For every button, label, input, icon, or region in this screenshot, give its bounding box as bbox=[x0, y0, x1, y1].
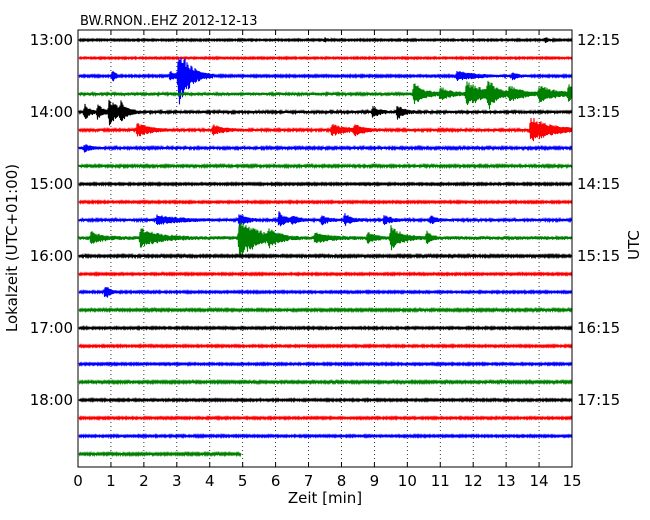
left-tick-label: 17:00 bbox=[30, 319, 73, 337]
right-axis-ticks: 12:15 13:15 14:15 15:15 16:15 17:15 bbox=[567, 31, 620, 409]
right-tick-label: 15:15 bbox=[577, 247, 620, 265]
trace-1530 bbox=[78, 211, 573, 228]
x-axis-label: Zeit [min] bbox=[288, 489, 362, 507]
right-tick-label: 16:15 bbox=[577, 319, 620, 337]
x-tick-label: 9 bbox=[370, 472, 380, 490]
trace-1415 bbox=[78, 117, 573, 142]
trace-1715 bbox=[78, 342, 573, 350]
trace-1400 bbox=[78, 99, 573, 126]
trace-1745 bbox=[78, 378, 573, 386]
x-tick-label: 8 bbox=[337, 472, 347, 490]
left-axis-ticks: 13:00 14:00 15:00 16:00 17:00 18:00 bbox=[30, 31, 83, 409]
chart-title: BW.RNON..EHZ 2012-12-13 bbox=[80, 14, 258, 29]
trace-1645 bbox=[78, 306, 573, 314]
x-tick-label: 14 bbox=[530, 472, 549, 490]
x-tick-label: 0 bbox=[73, 472, 83, 490]
trace-1330 bbox=[78, 57, 573, 105]
x-tick-label: 10 bbox=[398, 472, 417, 490]
left-tick-label: 16:00 bbox=[30, 247, 73, 265]
x-tick-label: 1 bbox=[106, 472, 116, 490]
vertical-grid bbox=[110, 30, 540, 467]
left-tick-label: 15:00 bbox=[30, 175, 73, 193]
x-tick-label: 6 bbox=[271, 472, 281, 490]
seismic-traces bbox=[78, 36, 573, 458]
trace-1730 bbox=[78, 360, 573, 368]
x-tick-label: 4 bbox=[205, 472, 215, 490]
trace-1630 bbox=[78, 287, 573, 298]
y-axis-label-right: UTC bbox=[625, 230, 643, 260]
x-tick-label: 2 bbox=[139, 472, 149, 490]
x-tick-label: 13 bbox=[497, 472, 516, 490]
x-tick-label: 12 bbox=[464, 472, 483, 490]
trace-1815 bbox=[78, 414, 573, 422]
right-tick-label: 12:15 bbox=[577, 31, 620, 49]
x-tick-label: 15 bbox=[562, 472, 581, 490]
trace-1300 bbox=[78, 36, 573, 44]
plot-frame bbox=[77, 29, 573, 468]
right-tick-label: 13:15 bbox=[577, 103, 620, 121]
trace-1615 bbox=[78, 270, 573, 278]
trace-1430 bbox=[78, 144, 573, 153]
trace-1700 bbox=[78, 324, 573, 332]
trace-1445 bbox=[78, 162, 573, 170]
left-tick-label: 18:00 bbox=[30, 391, 73, 409]
trace-1515 bbox=[78, 198, 573, 206]
x-tick-label: 7 bbox=[304, 472, 314, 490]
right-tick-label: 14:15 bbox=[577, 175, 620, 193]
right-tick-label: 17:15 bbox=[577, 391, 620, 409]
trace-1600 bbox=[78, 252, 573, 260]
y-axis-label-left: Lokalzeit (UTC+01:00) bbox=[3, 164, 21, 332]
left-tick-label: 14:00 bbox=[30, 103, 73, 121]
trace-1830 bbox=[78, 432, 573, 440]
x-tick-label: 5 bbox=[238, 472, 248, 490]
left-tick-label: 13:00 bbox=[30, 31, 73, 49]
trace-1315 bbox=[78, 55, 573, 61]
x-tick-label: 11 bbox=[431, 472, 450, 490]
trace-1345 bbox=[78, 80, 573, 110]
trace-1500 bbox=[78, 180, 573, 188]
x-tick-label: 3 bbox=[172, 472, 182, 490]
x-axis-ticks: 0 1 2 3 4 5 6 7 8 9 10 11 12 13 14 15 bbox=[73, 30, 582, 490]
trace-1545 bbox=[78, 222, 573, 256]
trace-1800 bbox=[78, 396, 573, 404]
trace-1845 bbox=[78, 450, 242, 458]
